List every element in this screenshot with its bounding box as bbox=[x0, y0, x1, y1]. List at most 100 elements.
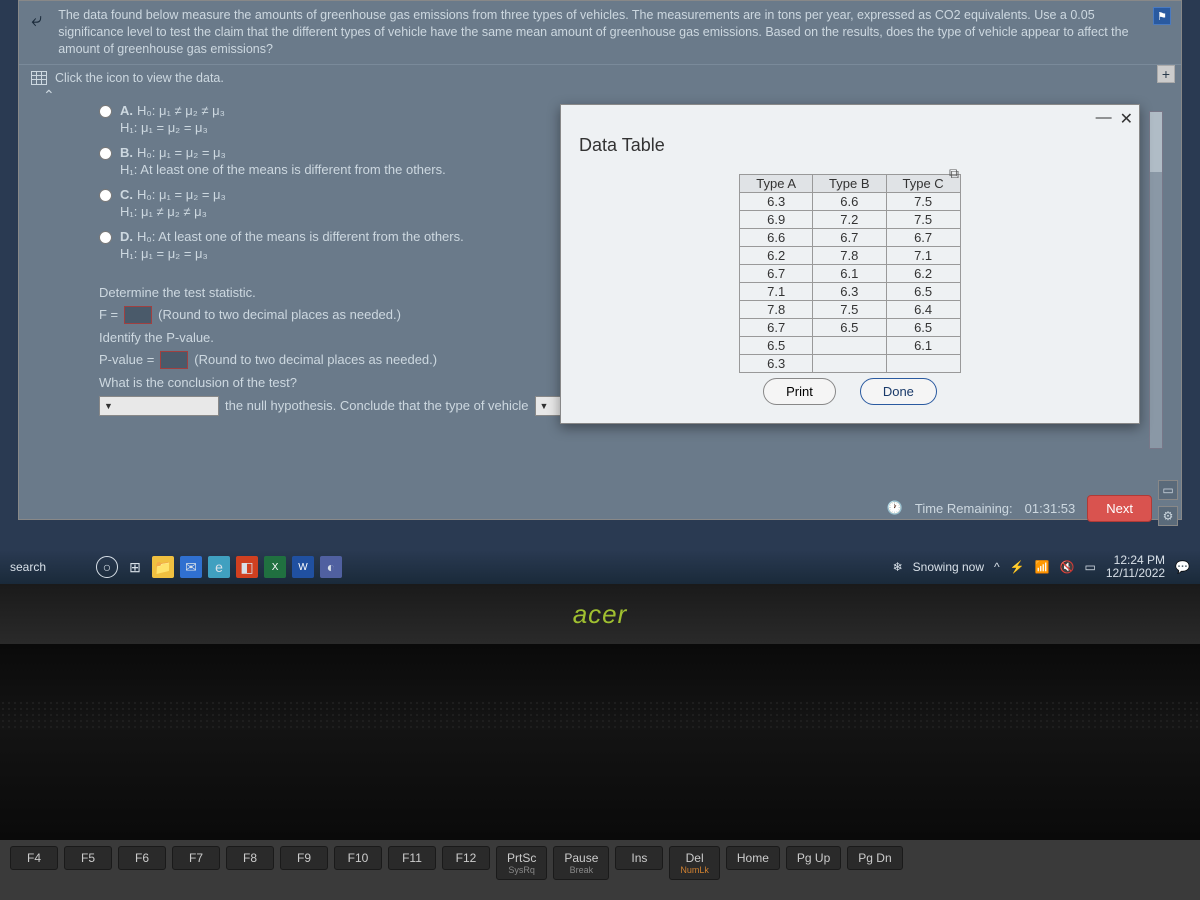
table-cell bbox=[813, 337, 886, 355]
table-row: 6.66.76.7 bbox=[740, 229, 960, 247]
option-d-h0: H₀: At least one of the means is differe… bbox=[137, 229, 464, 244]
table-row: 6.5 6.1 bbox=[740, 337, 960, 355]
option-a-h1: H₁: μ₁ = μ₂ = μ₃ bbox=[120, 120, 225, 135]
option-a-h0: H₀: μ₁ ≠ μ₂ ≠ μ₃ bbox=[137, 103, 225, 118]
scroll-up-icon[interactable]: ⌃ bbox=[43, 87, 55, 104]
key-ins: Ins bbox=[615, 846, 663, 870]
search-label[interactable]: search bbox=[10, 560, 46, 574]
table-cell: 7.5 bbox=[886, 193, 960, 211]
weather-icon[interactable]: ❄ bbox=[893, 560, 903, 574]
minimize-icon[interactable]: — bbox=[1096, 109, 1112, 129]
next-button[interactable]: Next bbox=[1087, 495, 1152, 522]
key-home: Home bbox=[726, 846, 780, 870]
battery-icon[interactable]: ⚡ bbox=[1010, 560, 1025, 574]
table-cell: 6.2 bbox=[740, 247, 813, 265]
table-cell: 6.7 bbox=[813, 229, 886, 247]
table-cell: 7.8 bbox=[813, 247, 886, 265]
table-cell: 6.3 bbox=[740, 193, 813, 211]
key-f10: F10 bbox=[334, 846, 382, 870]
table-cell: 6.7 bbox=[740, 265, 813, 283]
table-header: Type A bbox=[740, 175, 813, 193]
taskview-icon[interactable]: ⊞ bbox=[124, 556, 146, 578]
cortana-icon[interactable]: ○ bbox=[96, 556, 118, 578]
table-cell: 6.3 bbox=[740, 355, 813, 373]
taskbar: search ○ ⊞ 📁 ✉ e ◧ X W ◐ ❄ Snowing now ^… bbox=[0, 550, 1200, 584]
conclusion-mid: the null hypothesis. Conclude that the t… bbox=[225, 398, 529, 413]
laptop-logo: acer bbox=[573, 599, 628, 630]
key-f7: F7 bbox=[172, 846, 220, 870]
table-cell: 6.7 bbox=[740, 319, 813, 337]
table-cell: 6.3 bbox=[813, 283, 886, 301]
option-c-radio[interactable] bbox=[99, 189, 112, 202]
print-button[interactable]: Print bbox=[763, 378, 836, 405]
question-text: The data found below measure the amounts… bbox=[58, 7, 1143, 58]
close-icon[interactable]: ✕ bbox=[1120, 109, 1133, 129]
copy-icon[interactable]: ⧉ bbox=[949, 165, 959, 182]
key-f12: F12 bbox=[442, 846, 490, 870]
flag-icon[interactable]: ⚑ bbox=[1153, 7, 1171, 25]
key-f5: F5 bbox=[64, 846, 112, 870]
tray-chevron-icon[interactable]: ^ bbox=[994, 560, 1000, 574]
table-cell: 7.1 bbox=[886, 247, 960, 265]
option-c-h0: H₀: μ₁ = μ₂ = μ₃ bbox=[137, 187, 226, 202]
table-row: 6.36.67.5 bbox=[740, 193, 960, 211]
word-icon[interactable]: W bbox=[292, 556, 314, 578]
table-cell: 6.2 bbox=[886, 265, 960, 283]
data-table: Type AType BType C 6.36.67.56.97.27.56.6… bbox=[739, 174, 960, 373]
table-cell: 6.7 bbox=[886, 229, 960, 247]
mail-icon[interactable]: ✉ bbox=[180, 556, 202, 578]
table-row: 6.76.56.5 bbox=[740, 319, 960, 337]
table-cell: 6.5 bbox=[886, 283, 960, 301]
volume-icon[interactable]: 🔇 bbox=[1060, 560, 1075, 574]
clock-icon: 🕐 bbox=[887, 500, 903, 516]
table-row: 7.87.56.4 bbox=[740, 301, 960, 319]
f-input[interactable] bbox=[124, 306, 152, 324]
vertical-scrollbar[interactable] bbox=[1149, 111, 1163, 449]
office-icon[interactable]: ◧ bbox=[236, 556, 258, 578]
key-f11: F11 bbox=[388, 846, 436, 870]
table-cell: 7.8 bbox=[740, 301, 813, 319]
app-icon[interactable]: ◐ bbox=[320, 556, 342, 578]
option-d-radio[interactable] bbox=[99, 231, 112, 244]
edge-icon[interactable]: e bbox=[208, 556, 230, 578]
weather-text[interactable]: Snowing now bbox=[913, 560, 984, 574]
p-suffix: (Round to two decimal places as needed.) bbox=[194, 352, 437, 367]
key-f8: F8 bbox=[226, 846, 274, 870]
table-cell bbox=[886, 355, 960, 373]
option-b-h0: H₀: μ₁ = μ₂ = μ₃ bbox=[137, 145, 226, 160]
modal-title: Data Table bbox=[561, 133, 1139, 164]
speaker-grille bbox=[0, 700, 1200, 730]
plus-icon[interactable]: + bbox=[1157, 65, 1175, 83]
wifi-icon[interactable]: 📶 bbox=[1035, 560, 1050, 574]
conclusion-dd1[interactable] bbox=[99, 396, 219, 416]
table-cell: 7.1 bbox=[740, 283, 813, 301]
side-icon-1[interactable]: ▭ bbox=[1158, 480, 1178, 500]
table-cell: 7.2 bbox=[813, 211, 886, 229]
done-button[interactable]: Done bbox=[860, 378, 937, 405]
back-icon[interactable]: ⤶ bbox=[25, 7, 48, 34]
option-a-radio[interactable] bbox=[99, 105, 112, 118]
explorer-icon[interactable]: 📁 bbox=[152, 556, 174, 578]
clock[interactable]: 12:24 PM 12/11/2022 bbox=[1106, 554, 1165, 580]
table-row: 6.27.87.1 bbox=[740, 247, 960, 265]
table-cell: 6.1 bbox=[886, 337, 960, 355]
notifications-icon[interactable]: 💬 bbox=[1175, 560, 1190, 574]
excel-icon[interactable]: X bbox=[264, 556, 286, 578]
option-c-h1: H₁: μ₁ ≠ μ₂ ≠ μ₃ bbox=[120, 204, 226, 219]
laptop-bezel: acer bbox=[0, 584, 1200, 644]
footer-bar: 🕐 Time Remaining: 01:31:53 Next bbox=[18, 488, 1182, 528]
data-table-modal: — ✕ Data Table ⧉ Type AType BType C 6.36… bbox=[560, 104, 1140, 424]
table-header: Type B bbox=[813, 175, 886, 193]
key-pause: PauseBreak bbox=[553, 846, 609, 880]
table-cell: 6.5 bbox=[740, 337, 813, 355]
p-input[interactable] bbox=[160, 351, 188, 369]
tray-icon[interactable]: ▭ bbox=[1085, 560, 1096, 574]
key-f9: F9 bbox=[280, 846, 328, 870]
table-cell: 6.9 bbox=[740, 211, 813, 229]
key-pgup: Pg Up bbox=[786, 846, 841, 870]
data-grid-icon[interactable] bbox=[31, 71, 47, 85]
settings-icon[interactable]: ⚙ bbox=[1158, 506, 1178, 526]
option-b-radio[interactable] bbox=[99, 147, 112, 160]
option-b-h1: H₁: At least one of the means is differe… bbox=[120, 162, 446, 177]
p-prefix: P-value = bbox=[99, 352, 154, 367]
